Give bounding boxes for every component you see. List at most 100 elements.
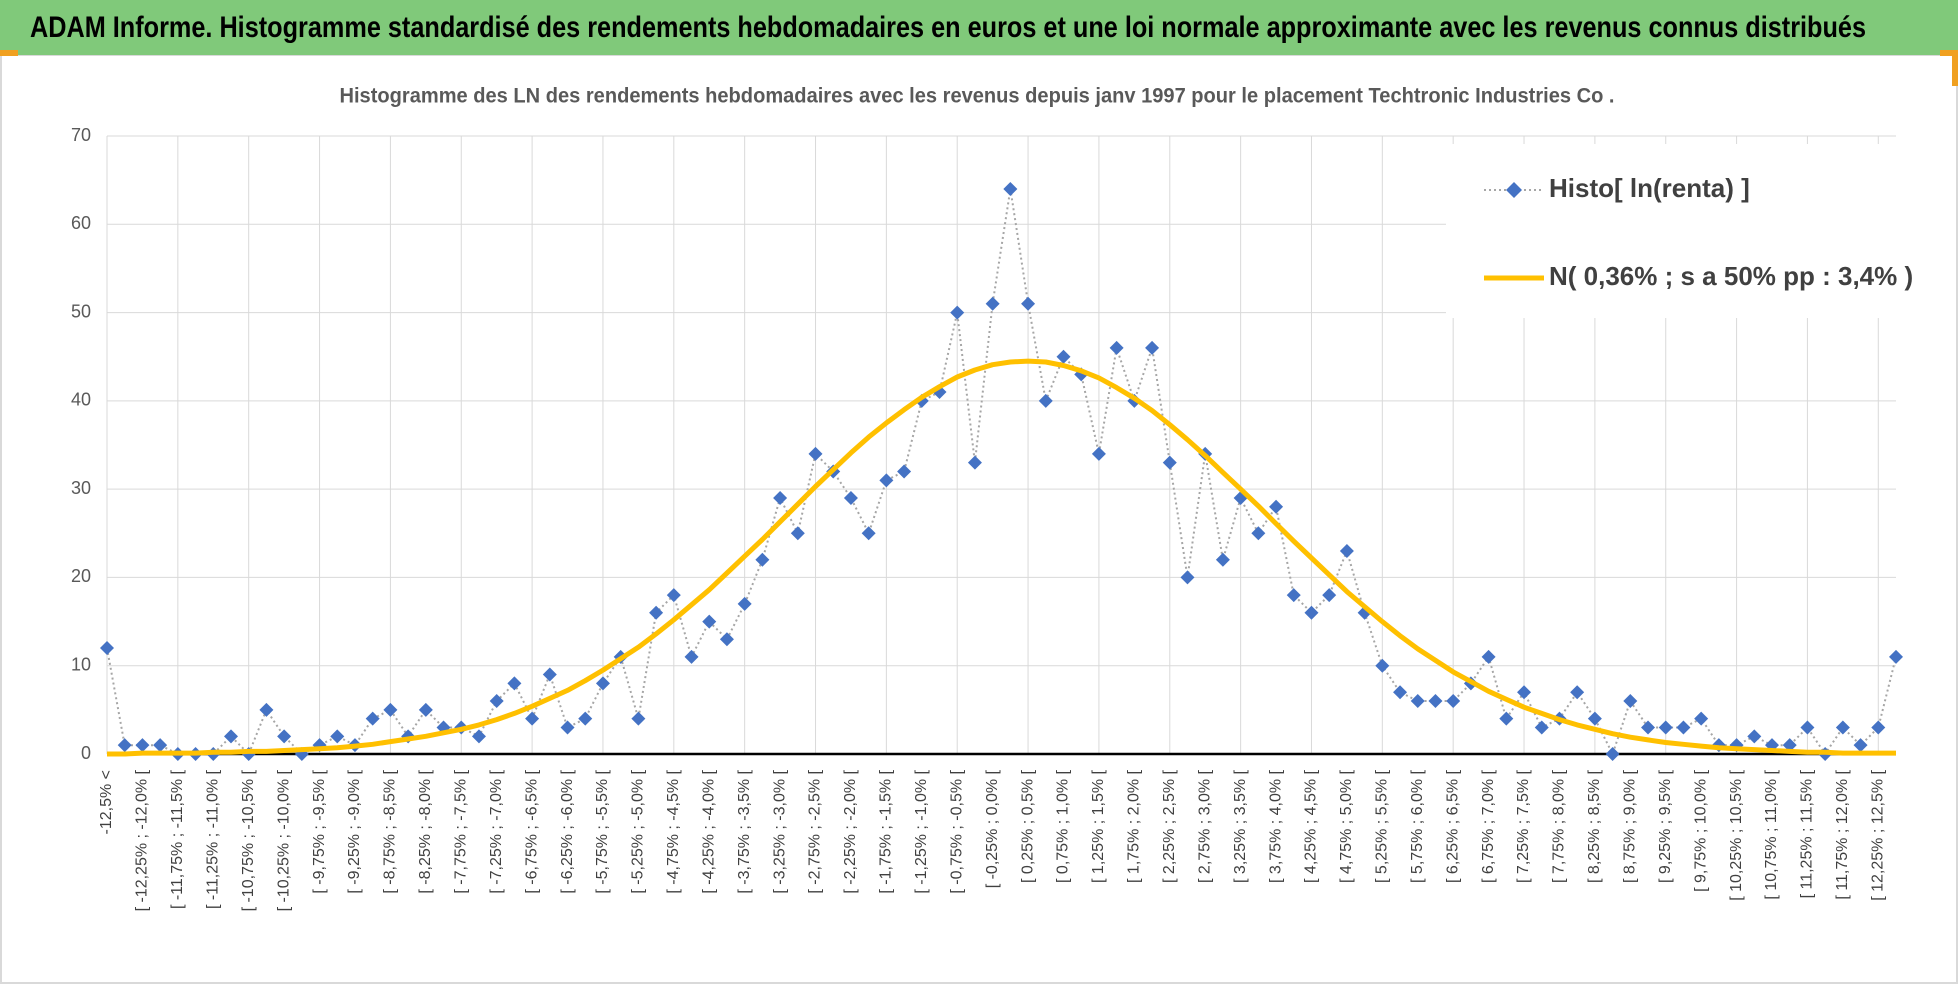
x-tick-label: [ -3,25% ; -3,0% [ — [771, 769, 788, 893]
data-point — [1286, 588, 1301, 603]
x-tick-label: [ -10,25% ; -10,0% [ — [275, 769, 292, 911]
x-tick-label: [ -8,25% ; -8,0% [ — [417, 769, 434, 893]
x-tick-label: [ -0,75% ; -0,5% [ — [948, 769, 965, 893]
data-point — [1517, 685, 1532, 700]
x-tick-label: [ -9,75% ; -9,5% [ — [311, 769, 328, 893]
data-point — [471, 729, 486, 744]
x-tick-label: [ 6,25% ; 6,5% [ — [1444, 769, 1461, 883]
data-point — [1800, 720, 1815, 735]
data-point — [1162, 455, 1177, 470]
data-point — [1322, 588, 1337, 603]
data-point — [1003, 181, 1018, 196]
x-tick-label: [ -8,75% ; -8,5% [ — [382, 769, 399, 893]
x-tick-label: [ -3,75% ; -3,5% [ — [736, 769, 753, 893]
data-point — [1676, 720, 1691, 735]
legend-label: Histo[ ln(renta) ] — [1549, 173, 1750, 203]
x-tick-label: [ 5,75% ; 6,0% [ — [1409, 769, 1426, 883]
x-tick-label: [ 7,75% ; 8,0% [ — [1551, 769, 1568, 883]
x-tick-label: [ -2,75% ; -2,5% [ — [807, 769, 824, 893]
data-point — [649, 605, 664, 620]
x-tick-label: [ -6,75% ; -6,5% [ — [523, 769, 540, 893]
data-point — [1091, 446, 1106, 461]
data-point — [1853, 738, 1868, 753]
data-point — [755, 552, 770, 567]
data-point — [773, 490, 788, 505]
data-point — [135, 738, 150, 753]
data-point — [1499, 711, 1514, 726]
x-tick-label: [ -11,25% ; -11,0% [ — [204, 769, 221, 909]
x-tick-label: [ -1,25% ; -1,0% [ — [913, 769, 930, 893]
data-point — [1215, 552, 1230, 567]
x-tick-label: [ -1,75% ; -1,5% [ — [878, 769, 895, 893]
data-point — [1658, 720, 1673, 735]
corner-mark — [1952, 56, 1958, 86]
y-tick-label: 70 — [71, 125, 91, 145]
chart-title: Histogramme des LN des rendements hebdom… — [340, 85, 1615, 108]
data-point — [1145, 340, 1160, 355]
data-point — [507, 676, 522, 691]
x-tick-label: [ 11,25% ; 11,5% [ — [1799, 769, 1816, 898]
data-point — [985, 296, 1000, 311]
x-tick-label: [ 10,75% ; 11,0% [ — [1763, 769, 1780, 899]
data-point — [1534, 720, 1549, 735]
data-point — [578, 711, 593, 726]
x-tick-label: [ 3,25% ; 3,5% [ — [1232, 769, 1249, 883]
x-tick-label: [ -12,25% ; -12,0% [ — [134, 769, 151, 911]
x-tick-label: [ 8,75% ; 9,0% [ — [1622, 769, 1639, 883]
x-tick-label: [ 9,75% ; 10,0% [ — [1692, 769, 1709, 891]
corner-mark — [1940, 50, 1958, 56]
data-point — [631, 711, 646, 726]
x-tick-label: [ 7,25% ; 7,5% [ — [1515, 769, 1532, 883]
x-tick-label: [ 8,25% ; 8,5% [ — [1586, 769, 1603, 883]
data-point — [153, 738, 168, 753]
x-tick-label: [ 3,75% ; 4,0% [ — [1267, 769, 1284, 883]
x-tick-label: [ 5,25% ; 5,5% [ — [1374, 769, 1391, 883]
data-point — [1835, 720, 1850, 735]
data-point — [1109, 340, 1124, 355]
data-point — [808, 446, 823, 461]
data-point — [666, 588, 681, 603]
data-point — [259, 702, 274, 717]
data-point — [100, 641, 114, 656]
data-point — [418, 702, 433, 717]
x-tick-label: [ 0,75% ; 1,0% [ — [1055, 769, 1072, 883]
y-tick-label: 0 — [81, 743, 91, 763]
data-point — [1304, 605, 1319, 620]
data-point — [1269, 499, 1284, 514]
data-point — [383, 702, 398, 717]
x-tick-label: [ -4,25% ; -4,0% [ — [700, 769, 717, 893]
x-tick-label: [ 1,75% ; 2,0% [ — [1126, 769, 1143, 883]
legend-swatch — [1506, 182, 1522, 198]
data-point — [365, 711, 380, 726]
data-point — [1871, 720, 1886, 735]
legend-box — [1446, 144, 1896, 318]
x-tick-label: [ -5,25% ; -5,0% [ — [630, 769, 647, 893]
data-point — [702, 614, 717, 629]
x-tick-label: [ 12,25% ; 12,5% [ — [1870, 769, 1887, 900]
y-tick-label: 50 — [71, 301, 91, 321]
x-tick-label: [ -6,25% ; -6,0% [ — [559, 769, 576, 893]
data-point — [1587, 711, 1602, 726]
legend-label: N( 0,36% ; s a 50% pp : 3,4% ) — [1549, 261, 1913, 291]
x-tick-label: [ 10,25% ; 10,5% [ — [1728, 769, 1745, 900]
x-tick-label: [ -5,75% ; -5,5% [ — [594, 769, 611, 893]
data-point — [1410, 694, 1425, 709]
data-point — [1641, 720, 1656, 735]
series-line — [107, 358, 1896, 757]
header-bar — [0, 0, 1958, 55]
corner-mark — [0, 50, 18, 56]
x-tick-label: [ 6,75% ; 7,0% [ — [1480, 769, 1497, 883]
data-point — [879, 473, 894, 488]
y-tick-label: 30 — [71, 478, 91, 498]
data-point — [1038, 393, 1053, 408]
x-tick-label: [ 4,75% ; 5,0% [ — [1338, 769, 1355, 883]
x-tick-label: [ -4,75% ; -4,5% [ — [665, 769, 682, 893]
data-point — [897, 464, 912, 479]
data-point — [861, 526, 876, 541]
y-tick-label: 10 — [71, 654, 91, 674]
x-tick-label: [ 2,25% ; 2,5% [ — [1161, 769, 1178, 883]
data-point — [790, 526, 805, 541]
data-point — [560, 720, 575, 735]
